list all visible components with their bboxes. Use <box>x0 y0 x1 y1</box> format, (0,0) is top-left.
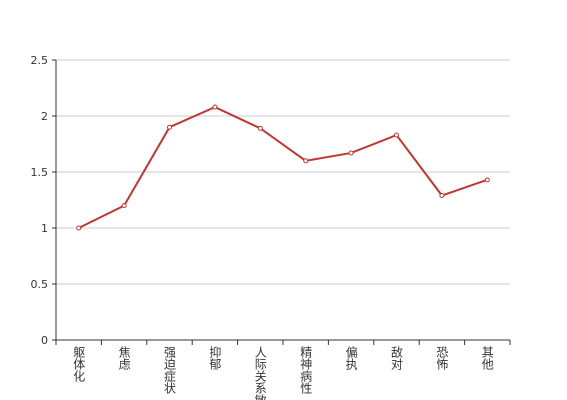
y-tick-label: 2.5 <box>31 54 49 67</box>
x-tick-label: 恐怖 <box>435 346 449 370</box>
point <box>121 203 127 209</box>
point <box>212 104 218 110</box>
y-tick-label: 0 <box>41 334 48 347</box>
x-tick-label: 敌对 <box>390 345 404 370</box>
x-tick-label: 其他 <box>480 346 494 370</box>
x-tick-label: 偏执 <box>344 345 358 371</box>
point <box>394 132 399 138</box>
point <box>76 225 82 231</box>
point <box>439 193 445 199</box>
x-tick-label: 躯体化 <box>72 345 86 383</box>
y-tick-label: 1 <box>41 222 48 235</box>
point <box>167 124 172 130</box>
y-tick-label: 1.5 <box>31 166 49 179</box>
point <box>348 150 354 156</box>
point <box>484 177 490 183</box>
point <box>257 125 263 131</box>
y-tick-label: 0.5 <box>31 278 49 291</box>
x-tick-label: 人际关系敏感 <box>253 346 267 400</box>
point <box>303 158 309 164</box>
y-tick-label: 2 <box>41 110 48 123</box>
x-tick-label: 焦虑 <box>117 346 131 370</box>
x-tick-label: 精神病性 <box>299 346 313 395</box>
x-tick-label: 强迫症状 <box>163 346 177 394</box>
x-tick-label: 抑郁 <box>208 345 222 371</box>
line <box>78 105 488 229</box>
